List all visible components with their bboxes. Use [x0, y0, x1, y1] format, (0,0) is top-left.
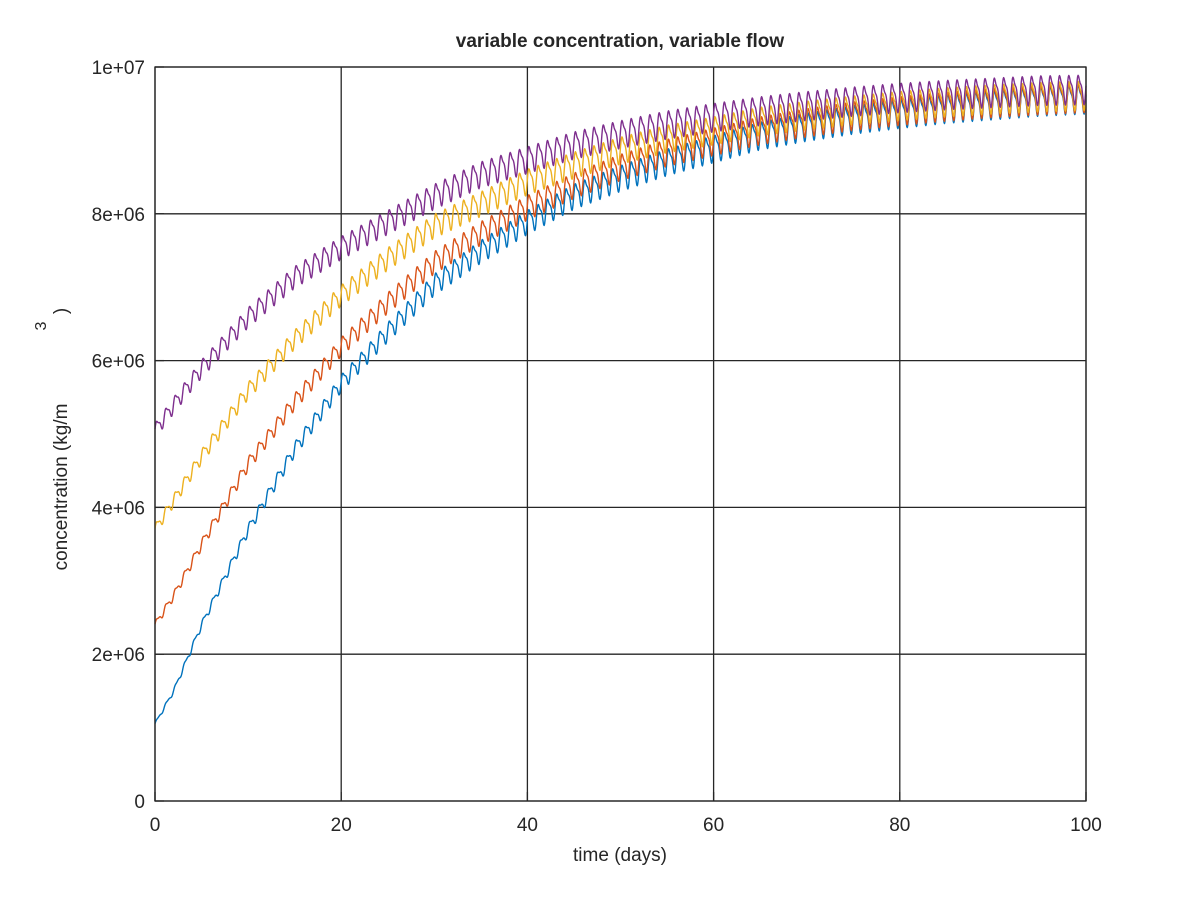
y-tick-label: 2e+06 — [92, 645, 145, 666]
x-tick-label: 40 — [517, 815, 538, 836]
y-tick-label: 6e+06 — [92, 352, 145, 373]
x-tick-label: 20 — [331, 815, 352, 836]
y-axis-label-superscript: 3 — [33, 321, 50, 330]
x-tick-label: 0 — [150, 815, 161, 836]
x-axis-ticks: 0 20 40 60 80 100 — [150, 792, 1102, 836]
y-axis-ticks: 0 2e+06 4e+06 6e+06 8e+06 1e+07 — [92, 58, 164, 813]
series-group — [154, 74, 1087, 724]
y-tick-label: 1e+07 — [92, 58, 145, 79]
x-axis-label: time (days) — [573, 845, 667, 866]
y-tick-label: 4e+06 — [92, 498, 145, 519]
x-tick-label: 100 — [1070, 815, 1102, 836]
series-line-3 — [154, 80, 1087, 529]
y-tick-label: 0 — [134, 792, 145, 813]
series-line-2 — [154, 83, 1087, 625]
axes-box — [154, 66, 1087, 802]
x-tick-label: 80 — [889, 815, 910, 836]
plot-area — [155, 67, 1086, 801]
y-tick-label: 8e+06 — [92, 205, 145, 226]
series-line-4 — [154, 74, 1087, 430]
chart-title: variable concentration, variable flow — [456, 31, 785, 52]
y-axis-label-close-paren: ) — [51, 308, 72, 314]
x-tick-label: 60 — [703, 815, 724, 836]
y-axis-label: concentration (kg/m — [51, 404, 72, 571]
series-line-1 — [154, 84, 1087, 724]
